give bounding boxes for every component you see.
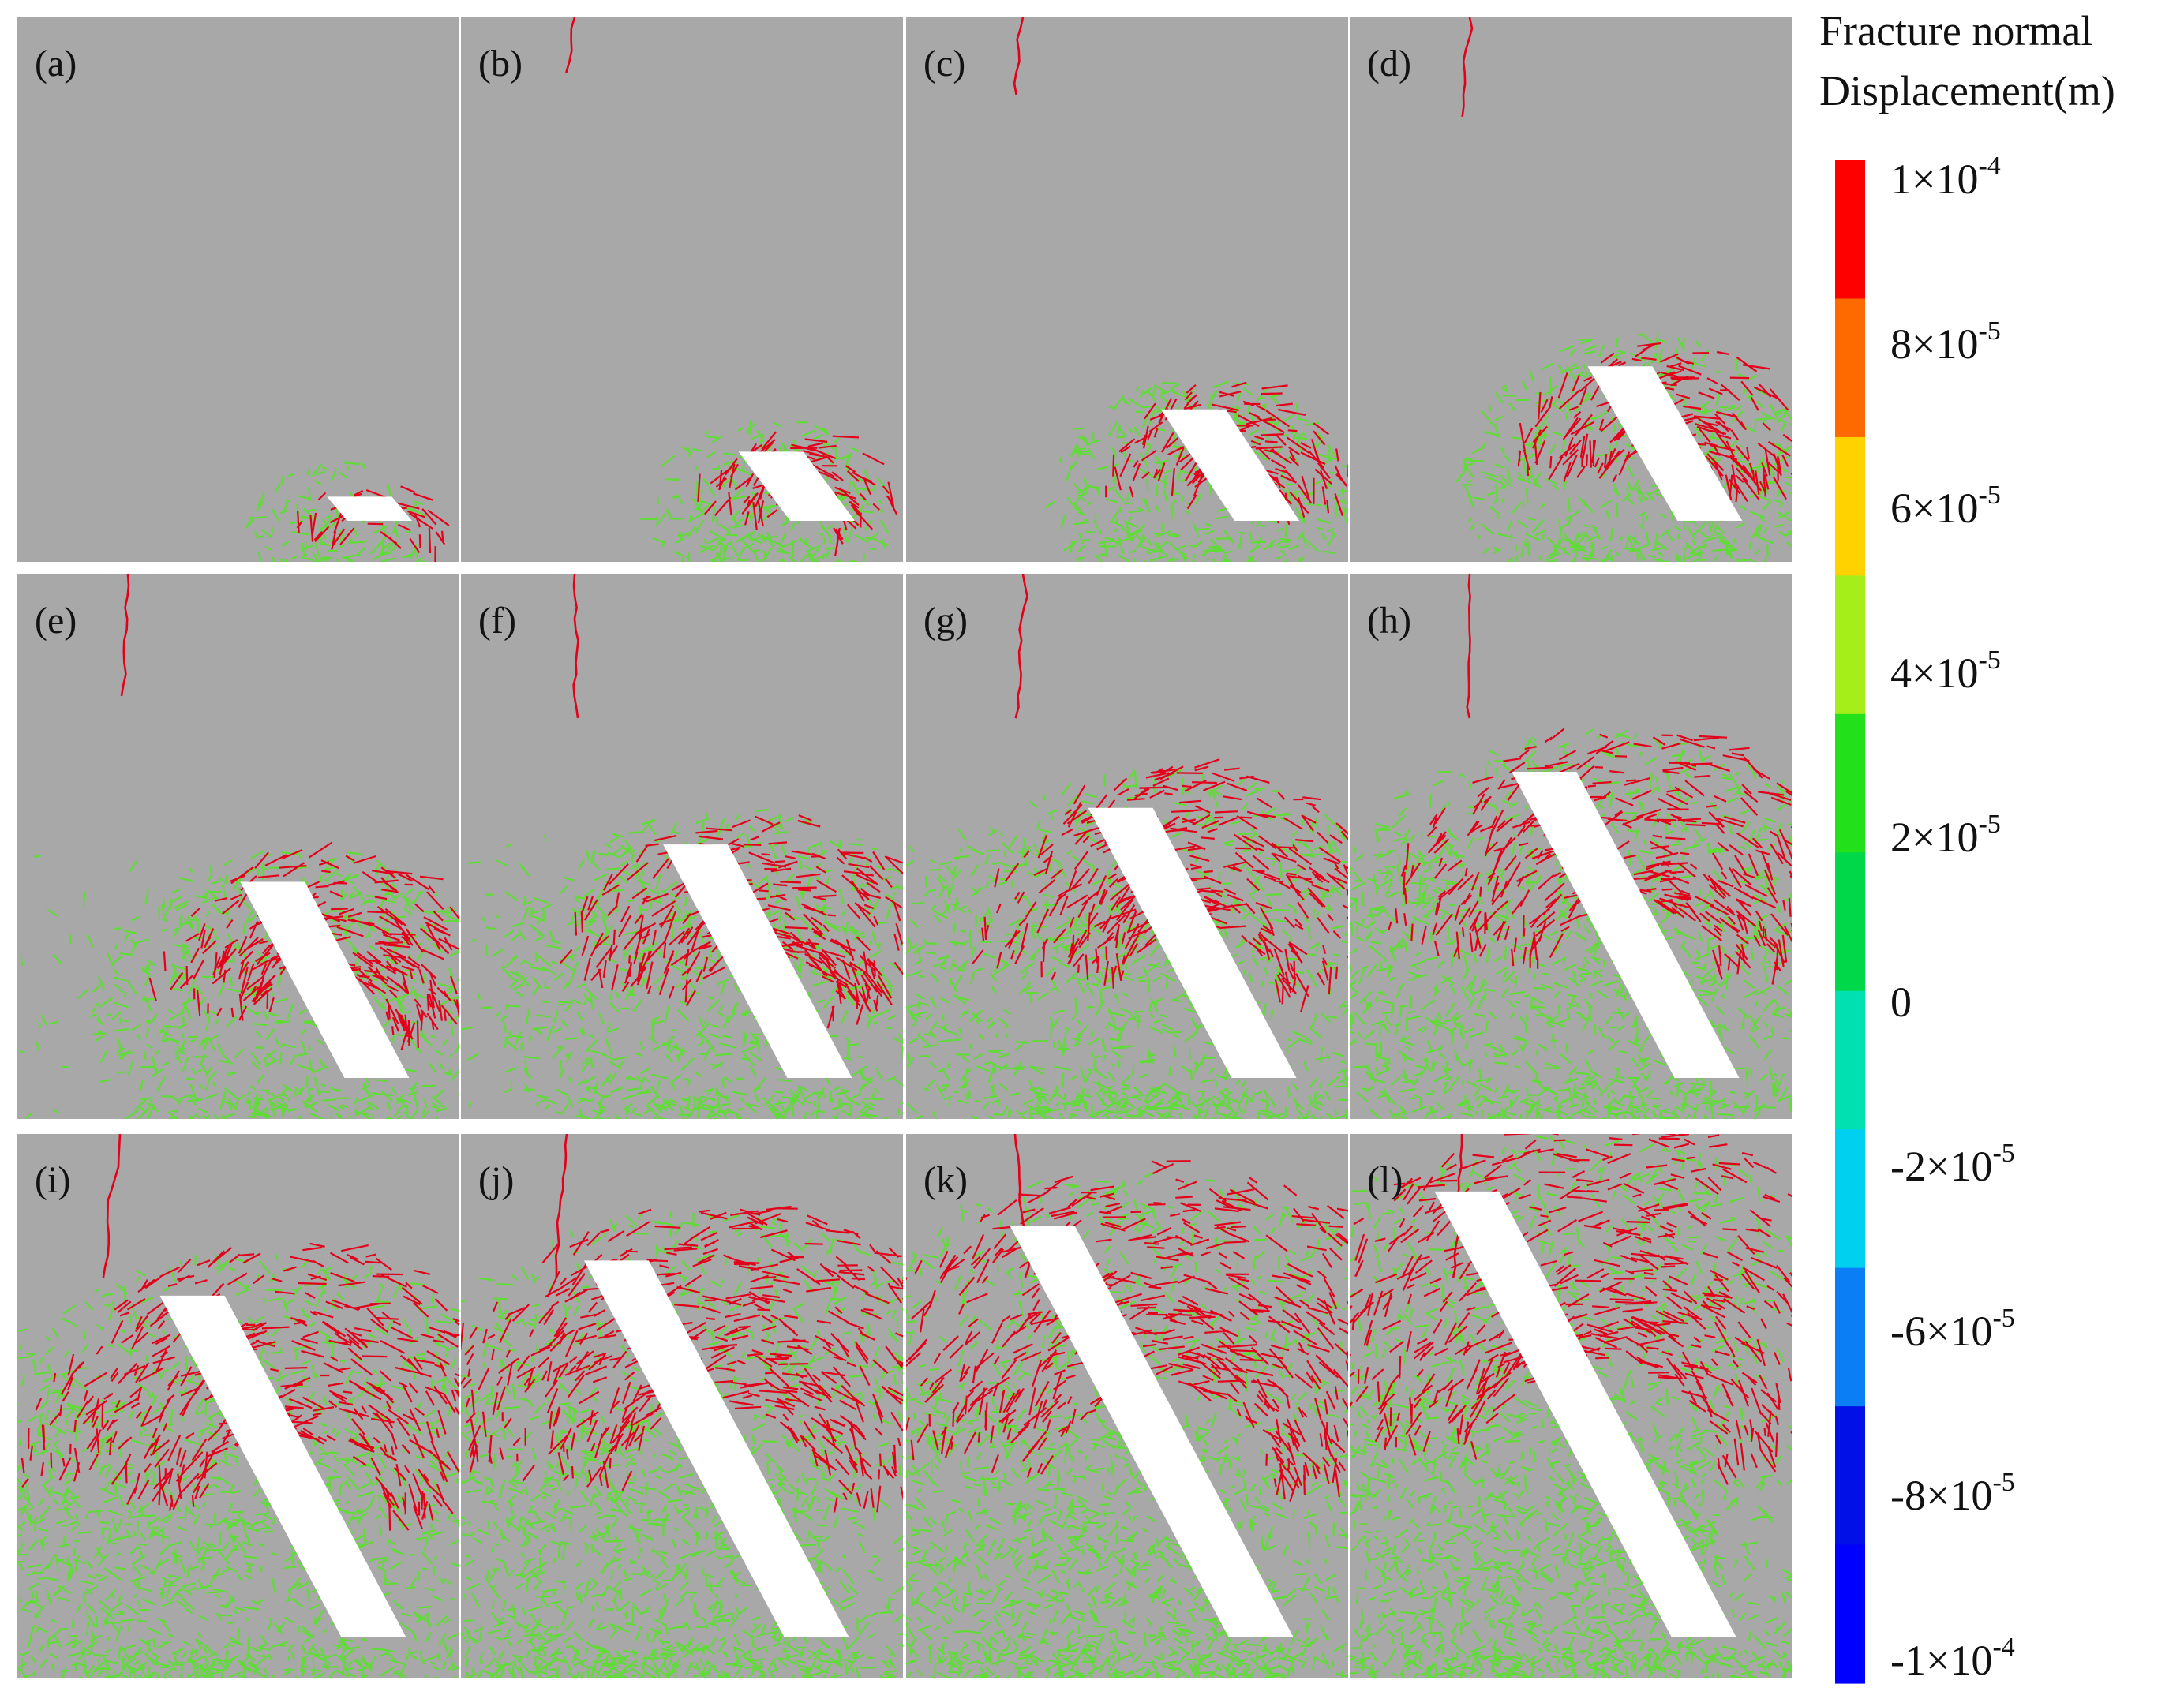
panel-e: (e): [17, 574, 459, 1119]
panel-j: (j): [461, 1134, 903, 1678]
rock-background: [906, 17, 1348, 562]
tension-fractures: [906, 1160, 1348, 1503]
roof-crack: [1461, 17, 1474, 118]
panel-g: (g): [906, 574, 1348, 1119]
roof-crack: [1013, 17, 1025, 95]
panel-i: (i): [17, 1134, 459, 1678]
roof-crack: [120, 574, 130, 697]
colorbar-tick-label: 6×10-5: [1890, 481, 2001, 533]
colorbar-tick-label: -1×10-4: [1890, 1633, 2015, 1684]
colorbar-segment: [1835, 1544, 1865, 1684]
cavity: [663, 844, 852, 1078]
panel-l: (l): [1350, 1134, 1792, 1678]
panel-label: (a): [35, 43, 77, 84]
cavity: [1512, 772, 1740, 1078]
panel-f: (f): [461, 574, 903, 1119]
cavity: [1434, 1191, 1736, 1637]
panel-h: (h): [1350, 574, 1792, 1119]
cavity: [159, 1295, 406, 1637]
colorbar-tick-label: 8×10-5: [1890, 316, 2001, 368]
panel-label: (f): [478, 600, 516, 642]
panel-label: (l): [1367, 1159, 1403, 1201]
panel-grid: (a) (b) (c) (d) (e) (f) (g) (h) (i) (j) (k) (l): [17, 17, 1792, 1678]
panel-label: (k): [923, 1159, 968, 1201]
fracture-network: [906, 1134, 1348, 1678]
cavity: [1160, 409, 1300, 521]
panel-a: (a): [17, 17, 459, 562]
colorbar-segment: [1835, 1406, 1865, 1546]
rock-background: [461, 17, 903, 562]
rock-background: [1350, 17, 1792, 562]
panel-label: (d): [1367, 43, 1411, 84]
panel-k: (k): [906, 1134, 1348, 1678]
colorbar-segment: [1835, 298, 1865, 438]
colorbar-segment: [1835, 436, 1865, 576]
colorbar-tick-label: -2×10-5: [1890, 1139, 2015, 1191]
roof-crack: [554, 1134, 568, 1278]
roof-crack: [565, 17, 576, 73]
roof-crack: [1466, 574, 1471, 719]
colorbar-segment: [1835, 990, 1865, 1130]
colorbar-tick-label: 2×10-5: [1890, 810, 2001, 862]
legend-title-line2: Displacement(m): [1819, 67, 2115, 114]
cavity: [1010, 1226, 1294, 1637]
panel-label: (j): [478, 1159, 514, 1201]
colorbar-segment: [1835, 852, 1865, 992]
tension-fractures: [1350, 1134, 1792, 1485]
colorbar-segment: [1835, 713, 1865, 853]
panel-label: (i): [35, 1159, 70, 1201]
shear-fractures: [906, 769, 1348, 1119]
roof-crack: [1014, 574, 1028, 719]
colorbar-tick-label: 1×10-4: [1890, 152, 2001, 203]
cavity: [1587, 366, 1743, 521]
rock-background: [17, 17, 459, 562]
panel-b: (b): [461, 17, 903, 562]
fracture-network: [906, 574, 1348, 1119]
panel-label: (c): [923, 43, 965, 84]
colorbar-tick-label: -6×10-5: [1890, 1303, 2015, 1355]
cavity: [240, 881, 410, 1078]
roof-crack: [572, 574, 579, 719]
shear-fractures: [17, 1253, 459, 1678]
rock-background: [17, 574, 459, 1119]
panel-label: (e): [35, 600, 77, 642]
cavity: [1088, 807, 1297, 1078]
colorbar-segment: [1835, 1267, 1865, 1407]
panel-label: (g): [923, 600, 968, 642]
cavity: [738, 451, 856, 521]
colorbar-tick-label: -8×10-5: [1890, 1468, 2015, 1520]
cavity: [327, 496, 412, 521]
roof-crack: [102, 1134, 122, 1278]
panel-d: (d): [1350, 17, 1792, 562]
colorbar-tick-label: 0: [1890, 978, 1912, 1026]
legend-title-line1: Fracture normal: [1819, 7, 2093, 54]
panel-c: (c): [906, 17, 1348, 562]
colorbar-segment: [1835, 1129, 1865, 1269]
panel-label: (h): [1367, 600, 1411, 642]
colorbar: [1835, 160, 1865, 1684]
panel-label: (b): [478, 43, 523, 84]
cavity: [583, 1260, 849, 1637]
colorbar-segment: [1835, 575, 1865, 715]
colorbar-tick-label: 4×10-5: [1890, 645, 2001, 697]
colorbar-segment: [1835, 160, 1865, 300]
shear-fractures: [245, 460, 427, 562]
